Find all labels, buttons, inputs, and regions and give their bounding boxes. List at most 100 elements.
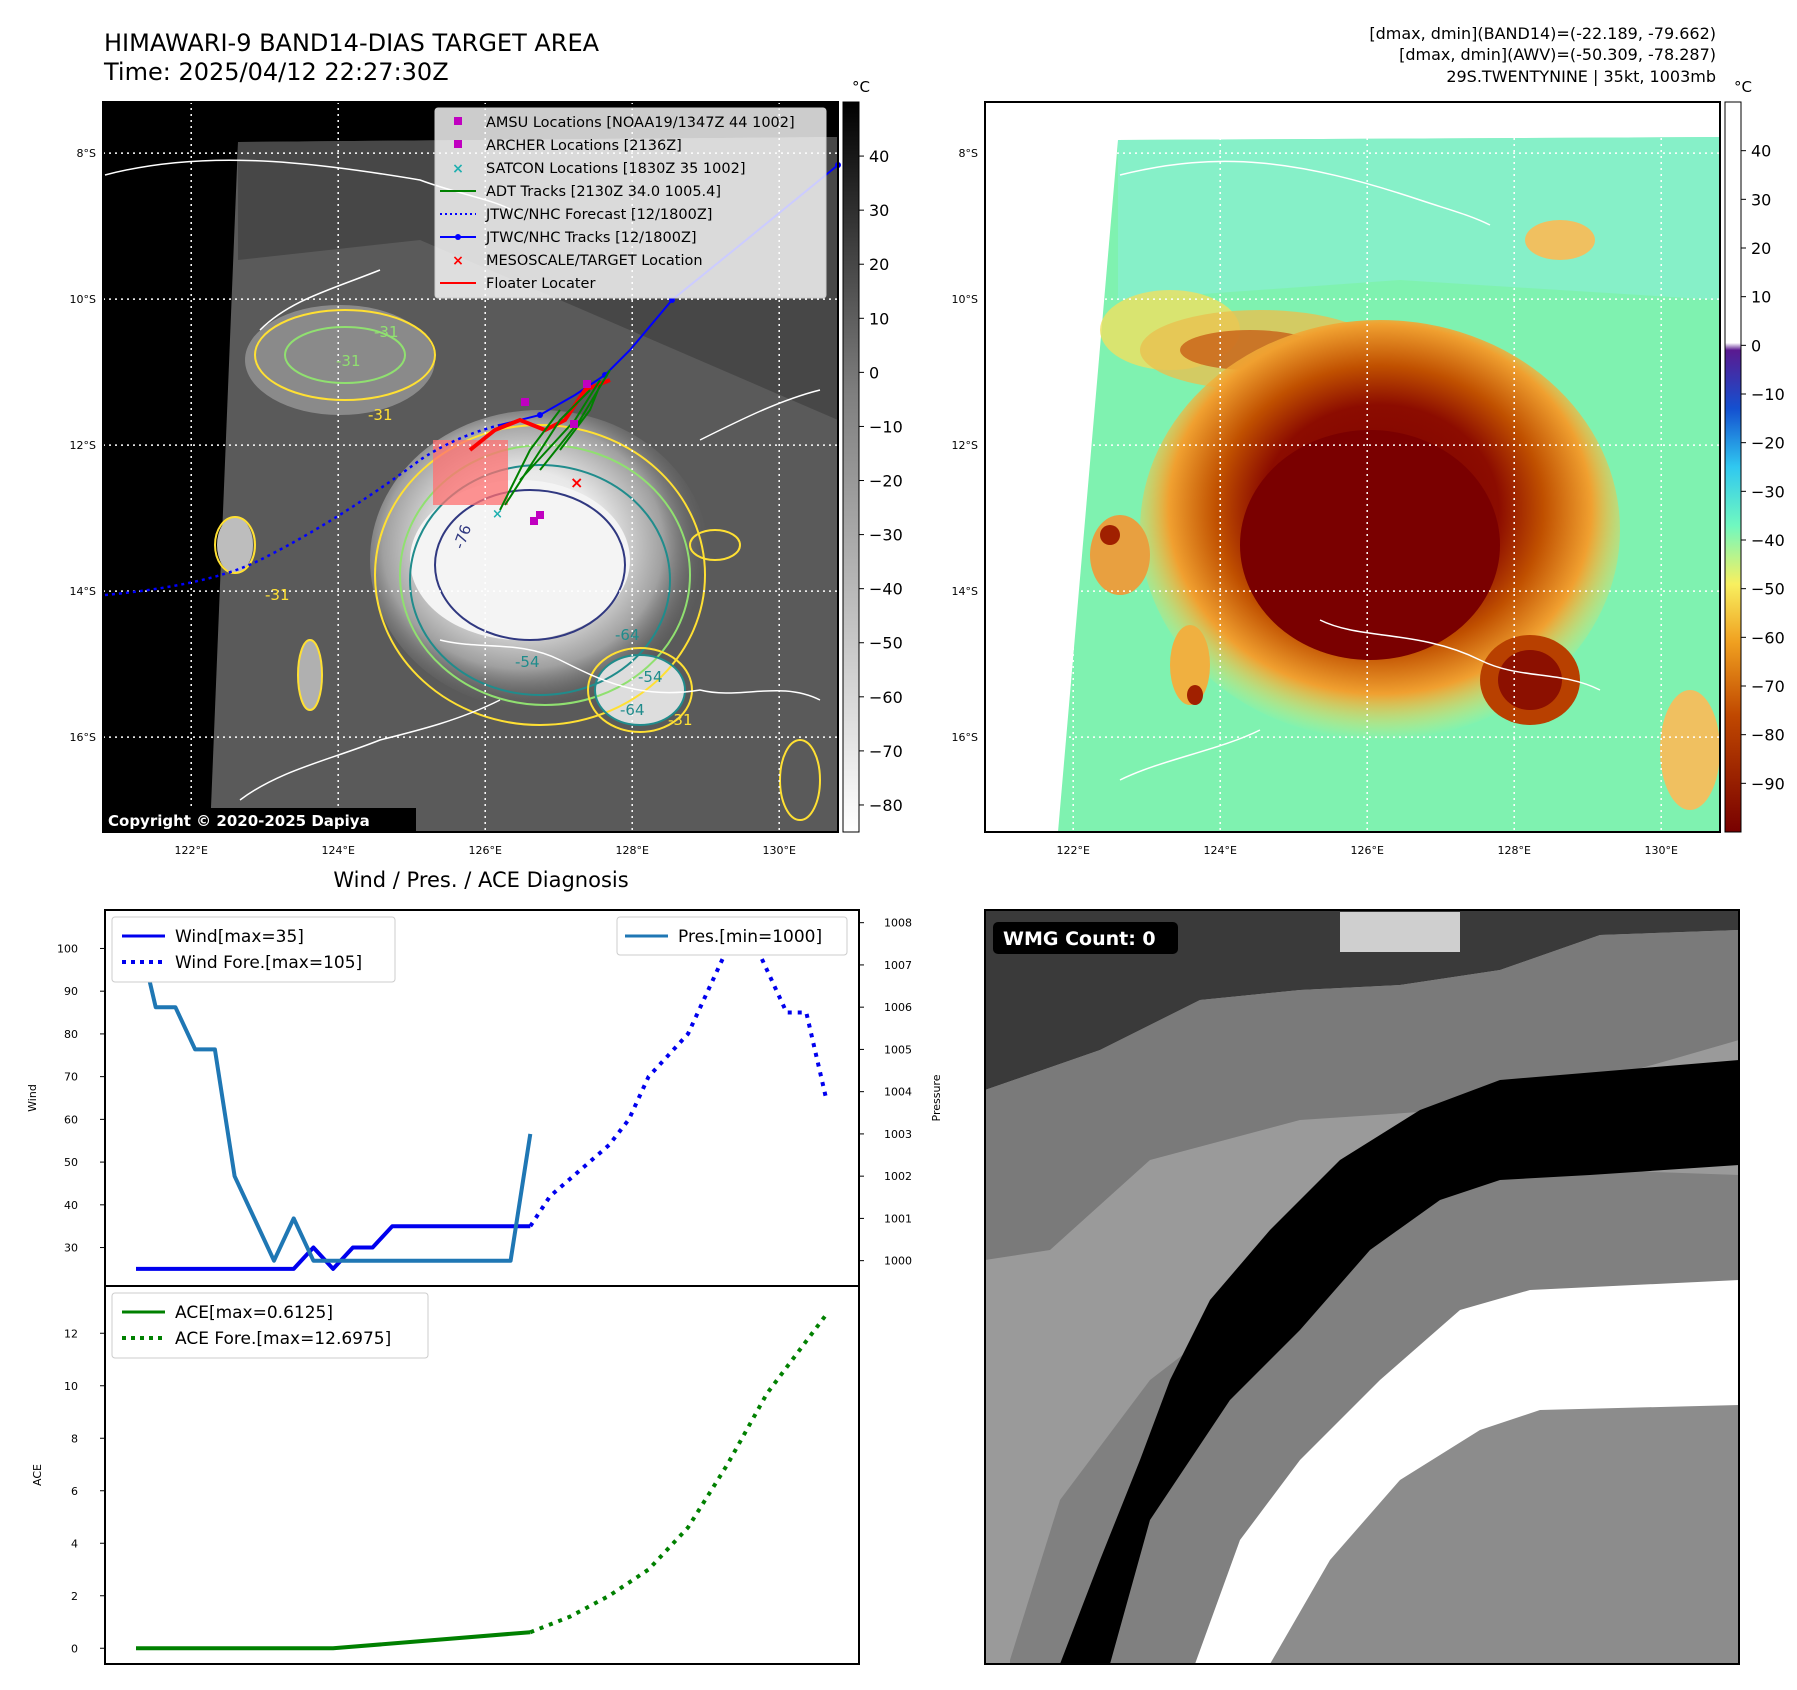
- y-tick-label: 4: [71, 1537, 78, 1550]
- colorbar-tick-label: −70: [1751, 677, 1785, 696]
- colorbar-tick-label: −60: [1751, 628, 1785, 647]
- series-line-pres: [134, 922, 533, 1263]
- archer-marker: [530, 517, 538, 525]
- map-legend-label: JTWC/NHC Tracks [12/1800Z]: [485, 230, 697, 246]
- band14-map: × × -31 -31 -31 -31 -54 -64 -64 -54 -76 …: [70, 101, 841, 857]
- colorbar-tick-label: −30: [869, 526, 903, 545]
- diagnosis-title: Wind / Pres. / ACE Diagnosis: [333, 868, 628, 892]
- colorbar-tick-label: −40: [869, 580, 903, 599]
- contour-label: -54: [515, 653, 540, 671]
- y-tick-label: 40: [64, 1199, 78, 1212]
- contour-label: -31: [265, 586, 290, 604]
- target-location-icon: ×: [570, 473, 583, 492]
- pressure-axis-label: Pressure: [930, 1074, 943, 1121]
- map-legend-label: AMSU Locations [NOAA19/1347Z 44 1002]: [486, 115, 795, 131]
- colorbar-tick-label: 30: [1751, 190, 1771, 209]
- colorbar-tick-label: −50: [1751, 580, 1785, 599]
- pressure-legend: Pres.[min=1000]: [616, 916, 848, 956]
- satcon-marker: ×: [492, 507, 503, 522]
- contour-label: -31: [336, 352, 361, 370]
- lat-tick-label: 14°S: [952, 585, 978, 598]
- legend-marker-icon: [454, 140, 462, 148]
- colorbar-tick-label: −20: [869, 472, 903, 491]
- colorbar-tick-label: 20: [869, 255, 889, 274]
- awv-gridlines: [985, 102, 1720, 832]
- figure-title: HIMAWARI-9 BAND14-DIAS TARGET AREA: [104, 29, 600, 57]
- y-tick-label: 30: [64, 1242, 78, 1255]
- awv-colorbar: °C 40 30 20 10 0 −10 −20 −30 −40 −50 −60 −70 −80 −90: [1724, 78, 1785, 833]
- y-tick-label: 6: [71, 1485, 78, 1498]
- colorbar-tick-label: −30: [1751, 482, 1785, 501]
- y-tick-label: 1000: [884, 1255, 912, 1268]
- colorbar-tick-label: −90: [1751, 774, 1785, 793]
- map-legend-item: AMSU Locations [NOAA19/1347Z 44 1002]: [454, 115, 795, 131]
- contour-label: -54: [638, 668, 663, 686]
- colorbar-tick-label: 40: [1751, 142, 1771, 161]
- map-legend-item: Floater Locater: [440, 276, 595, 292]
- y-tick-label: 1005: [884, 1043, 912, 1056]
- y-tick-label: 1008: [884, 917, 912, 930]
- colorbar-tick-label: −70: [869, 742, 903, 761]
- colorbar-tick-label: −20: [1751, 434, 1785, 453]
- legend-wind: Wind[max=35]: [175, 927, 304, 947]
- legend-marker-icon: ×: [452, 161, 464, 177]
- y-tick-label: 12: [64, 1327, 78, 1340]
- colorbar-tick-label: −10: [869, 417, 903, 436]
- y-tick-label: 50: [64, 1156, 78, 1169]
- legend-marker-icon: ×: [452, 253, 464, 269]
- map-legend-label: ARCHER Locations [2136Z]: [486, 138, 682, 154]
- y-tick-label: 1004: [884, 1086, 912, 1099]
- lon-tick-label: 130°E: [762, 844, 795, 857]
- colorbar-tick-label: 0: [1751, 336, 1761, 355]
- series-line-ace: [136, 1630, 531, 1651]
- map-legend-label: SATCON Locations [1830Z 35 1002]: [486, 161, 745, 177]
- legend-ace: ACE[max=0.6125]: [175, 1303, 333, 1323]
- colorbar-tick-label: −80: [869, 796, 903, 815]
- colorbar-tick-label: 0: [869, 363, 879, 382]
- lat-tick-label: 12°S: [70, 439, 96, 452]
- lon-tick-label: 122°E: [1056, 844, 1089, 857]
- y-tick-label: 1003: [884, 1128, 912, 1141]
- y-tick-label: 0: [71, 1642, 78, 1655]
- contour-label: -64: [620, 701, 645, 719]
- contour-label: -31: [374, 323, 399, 341]
- legend-ace-forecast: ACE Fore.[max=12.6975]: [175, 1329, 391, 1349]
- y-tick-label: 1001: [884, 1212, 912, 1225]
- wmg-panel: WMG Count: 0: [984, 909, 1740, 1665]
- legend-pressure: Pres.[min=1000]: [678, 927, 822, 947]
- legend-marker-icon: [454, 117, 462, 125]
- colorbar-tick-label: 30: [869, 201, 889, 220]
- map-legend-item: × SATCON Locations [1830Z 35 1002]: [452, 161, 745, 177]
- y-tick-label: 1007: [884, 959, 912, 972]
- lon-tick-label: 128°E: [1497, 844, 1530, 857]
- series-line-wind: [136, 1224, 531, 1271]
- lat-tick-label: 16°S: [70, 731, 96, 744]
- y-tick-label: 60: [64, 1113, 78, 1126]
- awv-map: 8°S 10°S 12°S 14°S 16°S 122°E 124°E 126°E 128°E…: [952, 101, 1721, 857]
- lon-tick-label: 126°E: [468, 844, 501, 857]
- colorbar-tick-label: −10: [1751, 385, 1785, 404]
- lat-tick-label: 16°S: [952, 731, 978, 744]
- lon-tick-label: 130°E: [1644, 844, 1677, 857]
- map-legend-item: JTWC/NHC Forecast [12/1800Z]: [440, 207, 712, 223]
- copyright-notice: Copyright © 2020-2025 Dapiya: [108, 812, 370, 830]
- colorbar-tick-label: 10: [1751, 288, 1771, 307]
- y-tick-label: 90: [64, 985, 78, 998]
- lat-tick-label: 14°S: [70, 585, 96, 598]
- lat-tick-label: 8°S: [959, 147, 978, 160]
- y-tick-label: 8: [71, 1432, 78, 1445]
- jtwc-forecast-track: [104, 423, 501, 597]
- map-legend-label: ADT Tracks [2130Z 34.0 1005.4]: [486, 184, 721, 200]
- colorbar-tick-label: −50: [869, 634, 903, 653]
- y-tick-label: 10: [64, 1380, 78, 1393]
- colorbar-unit: °C: [1734, 78, 1752, 96]
- map-legend-item: JTWC/NHC Tracks [12/1800Z]: [440, 230, 697, 246]
- lon-tick-label: 128°E: [615, 844, 648, 857]
- map-legend-label: JTWC/NHC Forecast [12/1800Z]: [485, 207, 712, 223]
- lon-tick-label: 126°E: [1350, 844, 1383, 857]
- contour-label: -64: [615, 626, 640, 644]
- band14-dmax-dmin: [dmax, dmin](BAND14)=(-22.189, -79.662): [1369, 24, 1716, 43]
- colorbar-tick-label: 20: [1751, 239, 1771, 258]
- ace-chart: ACE 0 2 4 6 8 10 12 ACE[max=0.6125] ACE Fore.[…: [31, 1285, 860, 1665]
- ace-legend: ACE[max=0.6125] ACE Fore.[max=12.6975]: [111, 1292, 429, 1359]
